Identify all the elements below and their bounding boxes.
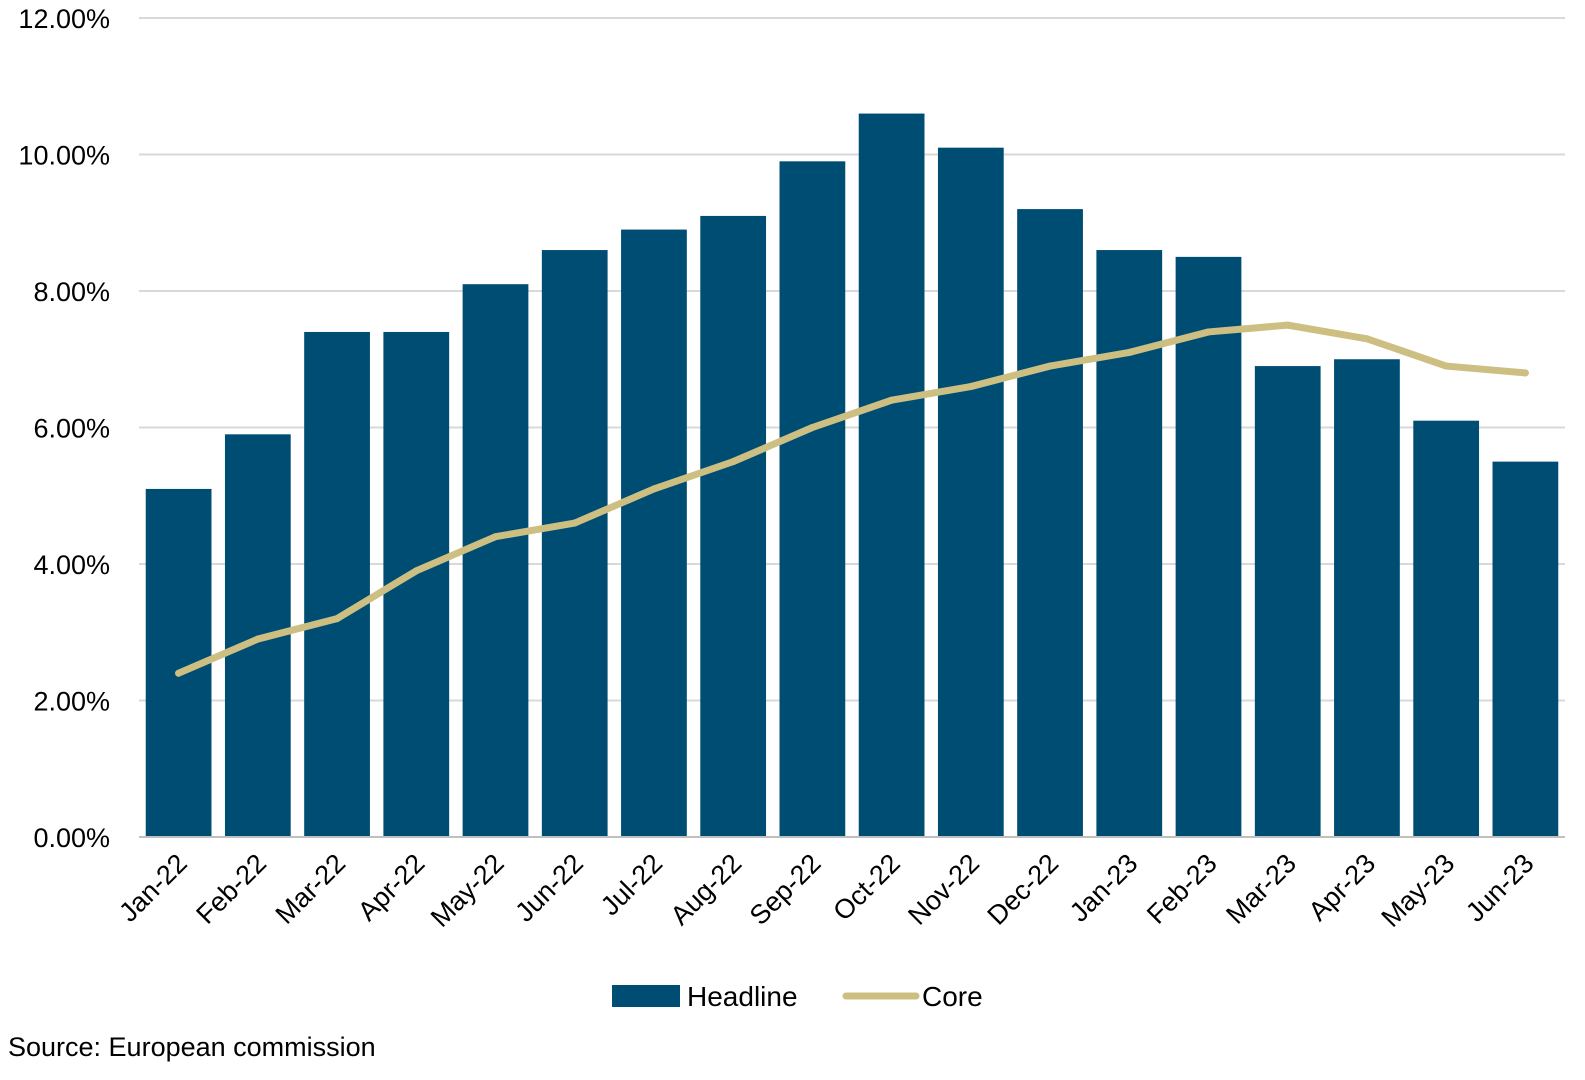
core-point xyxy=(492,533,499,541)
core-point xyxy=(1363,335,1371,343)
x-tick-label: Mar-23 xyxy=(1220,848,1302,930)
source-note: Source: European commission xyxy=(8,1032,376,1062)
legend: Headline Core xyxy=(612,981,983,1012)
x-tick-label: May-22 xyxy=(425,848,510,933)
x-tick-label: Jun-22 xyxy=(509,848,589,928)
headline-bar xyxy=(462,284,529,837)
core-point xyxy=(729,458,737,466)
headline-bar xyxy=(858,113,925,838)
core-point xyxy=(1442,362,1450,370)
core-point xyxy=(888,396,896,404)
core-point xyxy=(175,669,183,677)
x-tick-label: Apr-22 xyxy=(352,848,431,927)
x-tick-label: Nov-22 xyxy=(902,848,985,931)
y-tick-label: 10.00% xyxy=(18,141,110,171)
y-tick-label: 8.00% xyxy=(33,277,110,307)
x-tick-label: Sep-22 xyxy=(744,848,827,931)
x-tick-label: May-23 xyxy=(1376,848,1461,933)
x-tick-label: Mar-22 xyxy=(270,848,352,930)
y-tick-label: 2.00% xyxy=(33,687,110,717)
headline-bar xyxy=(1413,420,1480,837)
core-series xyxy=(175,321,1529,677)
headline-bar xyxy=(700,215,767,838)
headline-bar xyxy=(621,229,687,837)
core-point xyxy=(967,383,975,391)
x-tick-label: Jul-22 xyxy=(595,848,668,921)
headline-bar xyxy=(937,147,1004,838)
x-tick-label: Oct-22 xyxy=(827,848,906,927)
x-tick-label: Aug-22 xyxy=(665,848,748,931)
headline-bar xyxy=(541,250,608,838)
headline-bar xyxy=(1334,359,1400,837)
core-point xyxy=(1205,328,1212,336)
core-line xyxy=(175,321,1529,677)
core-point xyxy=(650,485,658,493)
legend-swatch-headline xyxy=(612,985,680,1007)
y-tick-label: 12.00% xyxy=(18,4,110,34)
headline-bar xyxy=(1254,366,1321,837)
core-point xyxy=(1125,348,1133,356)
core-point xyxy=(1046,362,1054,370)
headline-bar xyxy=(1096,250,1163,838)
legend-label-headline: Headline xyxy=(687,981,798,1012)
headline-bar xyxy=(1175,256,1242,837)
core-point xyxy=(412,567,420,575)
headline-bar xyxy=(1492,461,1559,837)
headline-bars xyxy=(145,113,1559,838)
x-tick-label: Feb-22 xyxy=(190,848,272,930)
x-tick-label: Jan-22 xyxy=(113,848,193,928)
headline-bar xyxy=(1017,209,1083,838)
x-tick-label: Apr-23 xyxy=(1303,848,1382,927)
y-tick-label: 4.00% xyxy=(33,550,110,580)
gridlines xyxy=(139,17,1565,702)
core-point xyxy=(571,519,579,527)
headline-bar xyxy=(779,161,846,837)
y-axis-ticks: 0.00% 2.00% 4.00% 6.00% 8.00% 10.00% 12.00% xyxy=(18,4,110,853)
legend-label-core: Core xyxy=(922,981,983,1012)
core-point xyxy=(808,424,816,431)
y-tick-label: 0.00% xyxy=(33,823,110,853)
headline-bar xyxy=(304,331,370,837)
x-tick-label: Dec-22 xyxy=(982,848,1065,931)
core-point xyxy=(254,635,262,643)
core-point xyxy=(1521,369,1529,377)
core-point xyxy=(1284,321,1292,329)
x-tick-label: Feb-23 xyxy=(1141,848,1223,930)
x-tick-label: Jan-23 xyxy=(1064,848,1144,928)
y-tick-label: 6.00% xyxy=(33,414,110,444)
core-point xyxy=(333,615,341,623)
x-tick-label: Jun-23 xyxy=(1460,848,1540,928)
